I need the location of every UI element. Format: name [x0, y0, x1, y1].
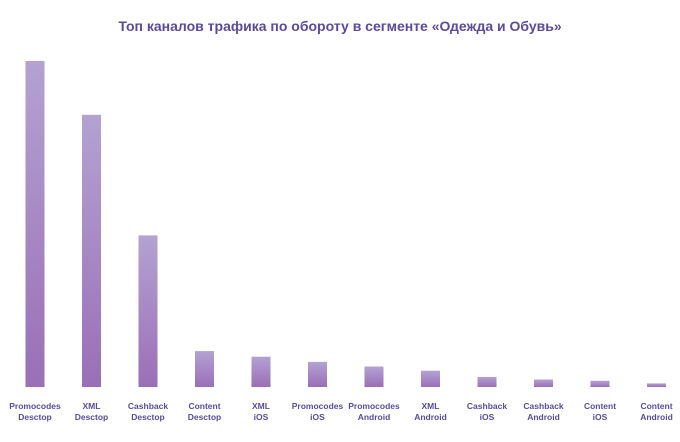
bar-xml-android	[421, 370, 440, 387]
bar-xml-ios	[251, 356, 271, 387]
bar-cashback-ios	[477, 376, 497, 387]
bar-promocodes-desctop	[25, 61, 45, 387]
bar-content-android	[647, 383, 666, 387]
bar-content-desctop	[195, 351, 214, 387]
bar-xml-desctop	[82, 114, 101, 388]
bar-cashback-desctop	[138, 235, 158, 387]
x-tick-label: XML Desctop	[75, 401, 109, 422]
bar-promocodes-android	[364, 366, 384, 387]
x-tick-labels: Promocodes Desctop XML Desctop Cashback Desct…	[9, 401, 673, 422]
x-tick-label: Cashback Android	[523, 401, 563, 422]
bar-content-ios	[590, 380, 610, 387]
x-tick-label: Content Desctop	[188, 401, 222, 422]
x-tick-label: XML Android	[414, 401, 447, 422]
x-tick-label: Promocodes Desctop	[9, 401, 61, 422]
x-tick-label: Promocodes Android	[348, 401, 400, 422]
x-tick-label: Cashback iOS	[467, 401, 507, 422]
x-tick-label: XML iOS	[252, 401, 270, 422]
bar-promocodes-ios	[308, 361, 327, 387]
chart-title: Топ каналов трафика по обороту в сегмент…	[118, 18, 562, 34]
x-tick-label: Promocodes iOS	[292, 401, 344, 422]
bars-group	[25, 61, 666, 388]
x-tick-label: Content Android	[640, 401, 673, 422]
x-tick-label: Content iOS	[584, 401, 616, 422]
bar-cashback-android	[534, 379, 553, 387]
x-tick-label: Cashback Desctop	[128, 401, 168, 422]
